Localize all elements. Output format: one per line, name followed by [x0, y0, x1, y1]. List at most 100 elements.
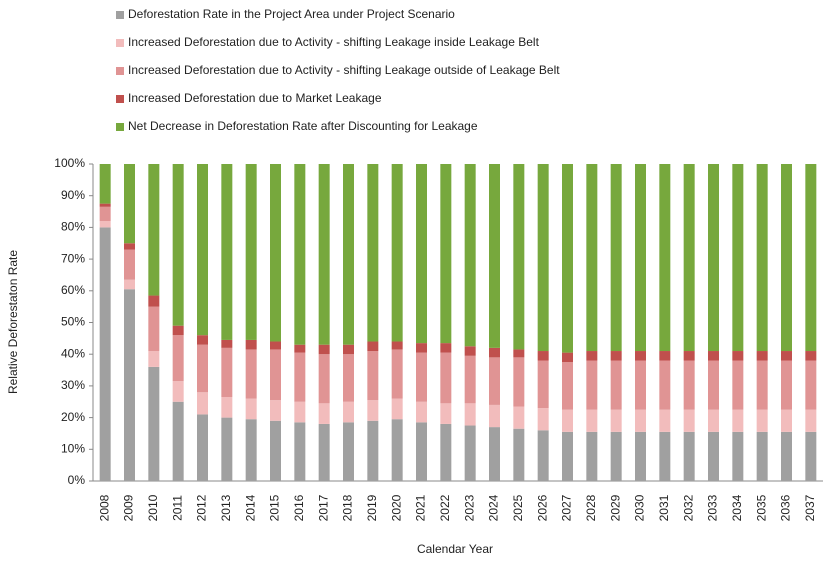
- bar-segment: [294, 344, 306, 353]
- bar-segment: [440, 403, 452, 424]
- bar-segment: [464, 346, 476, 356]
- bar-segment: [464, 425, 476, 481]
- bar-segment: [221, 417, 233, 481]
- bar-segment: [635, 409, 646, 432]
- bar-segment: [294, 352, 306, 402]
- bar-segment: [416, 343, 427, 353]
- bar-segment: [708, 360, 719, 410]
- bar-segment: [464, 355, 476, 404]
- y-tick-label: 80%: [61, 220, 85, 234]
- bar-segment: [172, 164, 184, 326]
- y-tick-label: 40%: [61, 346, 85, 360]
- bar-segment: [367, 341, 379, 352]
- x-tick-label: 2037: [803, 494, 817, 521]
- x-tick-label: 2023: [462, 494, 476, 521]
- x-tick-label: 2032: [681, 494, 695, 521]
- legend-swatch: [116, 95, 124, 103]
- bar-segment: [343, 401, 354, 423]
- bar-segment: [562, 362, 573, 410]
- bar-segment: [245, 349, 257, 399]
- bar-segment: [99, 206, 111, 222]
- bar-segment: [197, 344, 208, 393]
- bar-segment: [513, 164, 525, 350]
- y-tick-label: 90%: [61, 188, 85, 202]
- x-tick-label: 2034: [730, 494, 744, 521]
- bar-segment: [245, 339, 257, 350]
- bar-segment: [659, 431, 671, 481]
- x-tick-label: 2009: [122, 494, 136, 521]
- x-tick-label: 2008: [97, 494, 111, 521]
- legend-label: Increased Deforestation due to Activity …: [128, 35, 540, 49]
- bar-segment: [367, 400, 379, 421]
- bar-segment: [659, 360, 671, 410]
- x-tick-label: 2011: [170, 495, 184, 521]
- bar-segment: [805, 351, 817, 361]
- x-tick-label: 2015: [268, 494, 282, 521]
- bar-segment: [610, 431, 622, 481]
- bar-segment: [367, 351, 379, 401]
- bar-segment: [318, 164, 330, 345]
- x-tick-label: 2033: [706, 494, 720, 521]
- x-axis-label: Calendar Year: [417, 542, 493, 556]
- x-tick-label: 2029: [608, 494, 622, 521]
- bar-segment: [464, 403, 476, 426]
- bar-segment: [294, 164, 306, 345]
- bar-segment: [172, 381, 184, 402]
- bar-segment: [148, 164, 160, 296]
- bar-segment: [221, 347, 233, 397]
- x-tick-label: 2030: [633, 494, 647, 521]
- bar-segment: [245, 419, 257, 481]
- bar-segment: [635, 360, 646, 410]
- bar-segment: [805, 164, 817, 352]
- bar-segment: [513, 406, 525, 429]
- bar-segment: [391, 419, 403, 481]
- bar-segment: [148, 366, 160, 481]
- x-tick-label: 2020: [389, 494, 403, 521]
- bar-segment: [659, 351, 671, 361]
- x-tick-label: 2010: [146, 494, 160, 521]
- bar-segment: [197, 335, 208, 345]
- bar-segment: [245, 398, 257, 420]
- bar-segment: [610, 351, 622, 361]
- bar-segment: [489, 164, 500, 348]
- bar-segment: [610, 409, 622, 432]
- bar-segment: [318, 354, 330, 404]
- bar-segment: [732, 164, 744, 352]
- bar-segment: [562, 409, 573, 432]
- bar-segment: [440, 343, 452, 353]
- y-tick-label: 70%: [61, 251, 85, 265]
- bar-segment: [367, 420, 379, 481]
- x-tick-label: 2018: [341, 494, 355, 521]
- bar-segment: [148, 351, 160, 367]
- bar-segment: [683, 164, 695, 352]
- bar-segment: [586, 360, 598, 410]
- x-tick-label: 2021: [414, 494, 428, 521]
- bar-segment: [781, 164, 792, 352]
- legend-swatch: [116, 39, 124, 47]
- x-tick-label: 2031: [657, 494, 671, 521]
- bar-segment: [513, 349, 525, 358]
- bar-segment: [124, 164, 135, 244]
- bar-segment: [805, 431, 817, 481]
- bar-segment: [781, 351, 792, 361]
- bar-segment: [416, 164, 427, 344]
- bar-segment: [416, 401, 427, 423]
- bar-segment: [343, 354, 354, 402]
- bar-segment: [391, 164, 403, 342]
- bar-segment: [197, 164, 208, 336]
- bar-segment: [124, 243, 135, 250]
- x-tick-label: 2027: [560, 494, 574, 521]
- bar-segment: [781, 360, 792, 410]
- bar-segment: [99, 221, 111, 228]
- bar-segment: [489, 357, 500, 405]
- bar-segment: [148, 306, 160, 352]
- bar-segment: [537, 360, 549, 409]
- x-tick-label: 2035: [754, 494, 768, 521]
- x-tick-label: 2013: [219, 494, 233, 521]
- x-tick-label: 2014: [243, 494, 257, 521]
- bar-segment: [732, 409, 744, 432]
- bar-segment: [391, 341, 403, 350]
- bar-segment: [124, 249, 135, 280]
- bar-segment: [270, 420, 281, 481]
